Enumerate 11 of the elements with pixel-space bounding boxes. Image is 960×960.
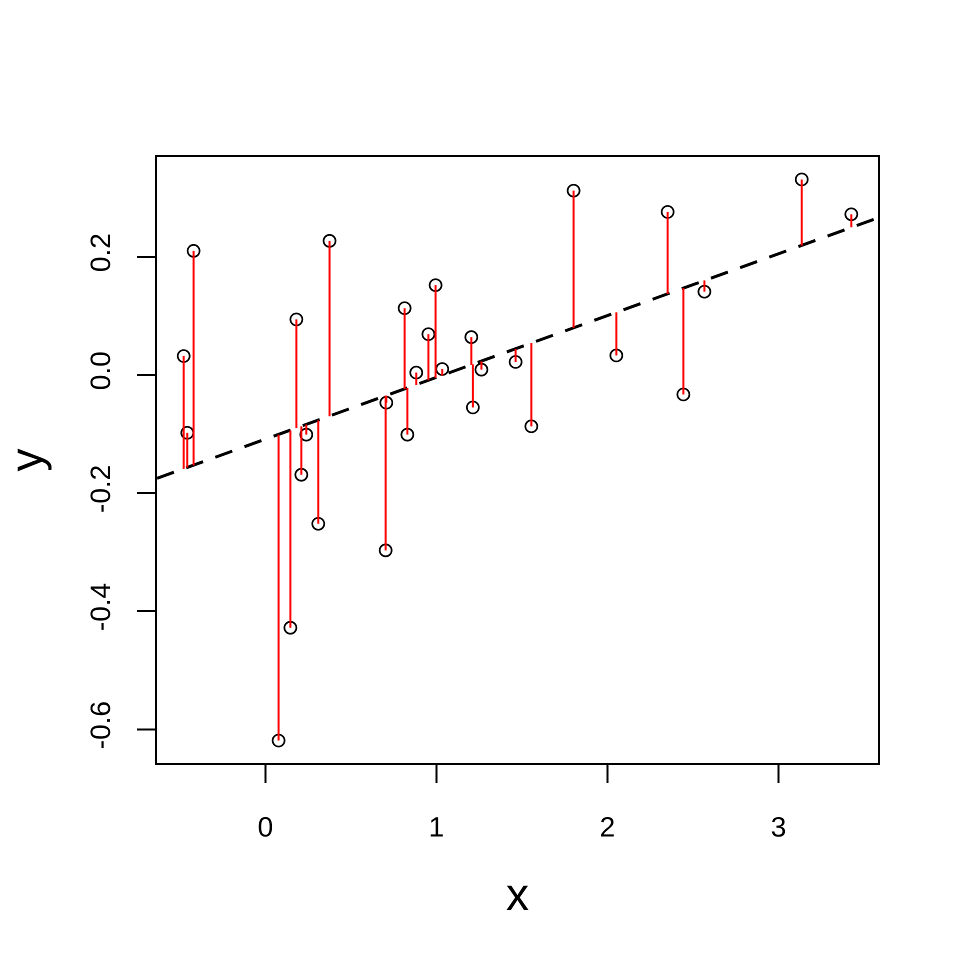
y-tick-label: 0.0	[84, 351, 116, 390]
y-tick-label: -0.6	[84, 701, 116, 750]
y-tick-label: -0.2	[84, 464, 116, 514]
x-tick-label: 3	[770, 812, 786, 843]
x-tick-label: 1	[428, 812, 444, 843]
y-tick-label: -0.4	[84, 582, 116, 632]
x-tick-label: 0	[258, 812, 274, 843]
y-tick-label: 0.2	[84, 233, 116, 272]
y-axis-title: y	[0, 448, 52, 472]
x-tick-label: 2	[600, 812, 616, 843]
x-axis-title: x	[506, 868, 529, 920]
